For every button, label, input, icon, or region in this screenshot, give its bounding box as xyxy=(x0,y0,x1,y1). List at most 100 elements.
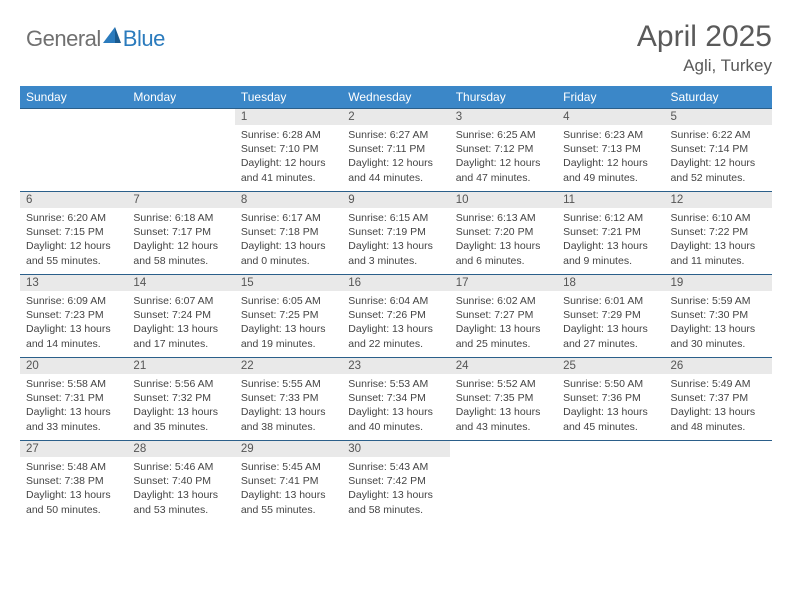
day-number: 19 xyxy=(665,275,772,291)
calendar-cell: 13Sunrise: 6:09 AMSunset: 7:23 PMDayligh… xyxy=(20,275,127,358)
day-details: Sunrise: 5:45 AMSunset: 7:41 PMDaylight:… xyxy=(235,457,342,521)
day-details: Sunrise: 6:22 AMSunset: 7:14 PMDaylight:… xyxy=(665,125,772,189)
calendar-cell: 14Sunrise: 6:07 AMSunset: 7:24 PMDayligh… xyxy=(127,275,234,358)
header: General Blue April 2025 Agli, Turkey xyxy=(20,20,772,76)
day-details: Sunrise: 6:25 AMSunset: 7:12 PMDaylight:… xyxy=(450,125,557,189)
logo-text-general: General xyxy=(26,26,101,52)
day-details: Sunrise: 6:13 AMSunset: 7:20 PMDaylight:… xyxy=(450,208,557,272)
calendar-cell: 30Sunrise: 5:43 AMSunset: 7:42 PMDayligh… xyxy=(342,441,449,524)
calendar-cell: 20Sunrise: 5:58 AMSunset: 7:31 PMDayligh… xyxy=(20,358,127,441)
calendar-row: 6Sunrise: 6:20 AMSunset: 7:15 PMDaylight… xyxy=(20,192,772,275)
day-details: Sunrise: 6:23 AMSunset: 7:13 PMDaylight:… xyxy=(557,125,664,189)
day-details: Sunrise: 5:55 AMSunset: 7:33 PMDaylight:… xyxy=(235,374,342,438)
calendar-cell-empty xyxy=(557,441,664,524)
title-block: April 2025 Agli, Turkey xyxy=(637,20,772,76)
day-number: 16 xyxy=(342,275,449,291)
day-number: 3 xyxy=(450,109,557,125)
day-number: 23 xyxy=(342,358,449,374)
calendar-cell: 11Sunrise: 6:12 AMSunset: 7:21 PMDayligh… xyxy=(557,192,664,275)
day-details: Sunrise: 6:28 AMSunset: 7:10 PMDaylight:… xyxy=(235,125,342,189)
day-number: 28 xyxy=(127,441,234,457)
month-title: April 2025 xyxy=(637,20,772,54)
calendar-cell-empty xyxy=(665,441,772,524)
day-details: Sunrise: 5:50 AMSunset: 7:36 PMDaylight:… xyxy=(557,374,664,438)
day-number: 2 xyxy=(342,109,449,125)
day-details: Sunrise: 5:48 AMSunset: 7:38 PMDaylight:… xyxy=(20,457,127,521)
calendar-row: 27Sunrise: 5:48 AMSunset: 7:38 PMDayligh… xyxy=(20,441,772,524)
day-number: 1 xyxy=(235,109,342,125)
location: Agli, Turkey xyxy=(637,56,772,76)
day-number: 9 xyxy=(342,192,449,208)
day-number: 8 xyxy=(235,192,342,208)
calendar-table: SundayMondayTuesdayWednesdayThursdayFrid… xyxy=(20,86,772,524)
day-details: Sunrise: 6:20 AMSunset: 7:15 PMDaylight:… xyxy=(20,208,127,272)
calendar-cell-empty xyxy=(127,109,234,192)
calendar-cell: 26Sunrise: 5:49 AMSunset: 7:37 PMDayligh… xyxy=(665,358,772,441)
calendar-cell: 24Sunrise: 5:52 AMSunset: 7:35 PMDayligh… xyxy=(450,358,557,441)
day-details: Sunrise: 5:46 AMSunset: 7:40 PMDaylight:… xyxy=(127,457,234,521)
weekday-header: Sunday xyxy=(20,86,127,109)
calendar-cell: 8Sunrise: 6:17 AMSunset: 7:18 PMDaylight… xyxy=(235,192,342,275)
calendar-cell: 15Sunrise: 6:05 AMSunset: 7:25 PMDayligh… xyxy=(235,275,342,358)
calendar-cell: 9Sunrise: 6:15 AMSunset: 7:19 PMDaylight… xyxy=(342,192,449,275)
day-number: 26 xyxy=(665,358,772,374)
weekday-header: Tuesday xyxy=(235,86,342,109)
logo-triangle-icon xyxy=(103,27,121,43)
calendar-cell: 6Sunrise: 6:20 AMSunset: 7:15 PMDaylight… xyxy=(20,192,127,275)
calendar-cell: 25Sunrise: 5:50 AMSunset: 7:36 PMDayligh… xyxy=(557,358,664,441)
logo-text-blue: Blue xyxy=(123,26,165,52)
weekday-header: Thursday xyxy=(450,86,557,109)
day-details: Sunrise: 6:18 AMSunset: 7:17 PMDaylight:… xyxy=(127,208,234,272)
day-details: Sunrise: 6:05 AMSunset: 7:25 PMDaylight:… xyxy=(235,291,342,355)
day-number: 29 xyxy=(235,441,342,457)
calendar-cell: 19Sunrise: 5:59 AMSunset: 7:30 PMDayligh… xyxy=(665,275,772,358)
calendar-cell: 1Sunrise: 6:28 AMSunset: 7:10 PMDaylight… xyxy=(235,109,342,192)
day-number: 11 xyxy=(557,192,664,208)
calendar-cell: 22Sunrise: 5:55 AMSunset: 7:33 PMDayligh… xyxy=(235,358,342,441)
calendar-cell: 29Sunrise: 5:45 AMSunset: 7:41 PMDayligh… xyxy=(235,441,342,524)
day-details: Sunrise: 5:53 AMSunset: 7:34 PMDaylight:… xyxy=(342,374,449,438)
day-details: Sunrise: 5:58 AMSunset: 7:31 PMDaylight:… xyxy=(20,374,127,438)
calendar-row: 13Sunrise: 6:09 AMSunset: 7:23 PMDayligh… xyxy=(20,275,772,358)
day-details: Sunrise: 6:27 AMSunset: 7:11 PMDaylight:… xyxy=(342,125,449,189)
calendar-cell: 5Sunrise: 6:22 AMSunset: 7:14 PMDaylight… xyxy=(665,109,772,192)
day-number: 22 xyxy=(235,358,342,374)
calendar-cell: 10Sunrise: 6:13 AMSunset: 7:20 PMDayligh… xyxy=(450,192,557,275)
day-details: Sunrise: 6:07 AMSunset: 7:24 PMDaylight:… xyxy=(127,291,234,355)
day-number: 15 xyxy=(235,275,342,291)
weekday-header-row: SundayMondayTuesdayWednesdayThursdayFrid… xyxy=(20,86,772,109)
calendar-cell: 23Sunrise: 5:53 AMSunset: 7:34 PMDayligh… xyxy=(342,358,449,441)
calendar-cell: 2Sunrise: 6:27 AMSunset: 7:11 PMDaylight… xyxy=(342,109,449,192)
day-number: 17 xyxy=(450,275,557,291)
day-details: Sunrise: 5:56 AMSunset: 7:32 PMDaylight:… xyxy=(127,374,234,438)
day-number: 21 xyxy=(127,358,234,374)
calendar-cell-empty xyxy=(20,109,127,192)
weekday-header: Wednesday xyxy=(342,86,449,109)
day-details: Sunrise: 6:04 AMSunset: 7:26 PMDaylight:… xyxy=(342,291,449,355)
calendar-cell: 16Sunrise: 6:04 AMSunset: 7:26 PMDayligh… xyxy=(342,275,449,358)
day-details: Sunrise: 6:15 AMSunset: 7:19 PMDaylight:… xyxy=(342,208,449,272)
calendar-cell: 18Sunrise: 6:01 AMSunset: 7:29 PMDayligh… xyxy=(557,275,664,358)
day-details: Sunrise: 6:01 AMSunset: 7:29 PMDaylight:… xyxy=(557,291,664,355)
day-details: Sunrise: 6:09 AMSunset: 7:23 PMDaylight:… xyxy=(20,291,127,355)
day-details: Sunrise: 6:10 AMSunset: 7:22 PMDaylight:… xyxy=(665,208,772,272)
day-number: 20 xyxy=(20,358,127,374)
day-number: 6 xyxy=(20,192,127,208)
calendar-body: 1Sunrise: 6:28 AMSunset: 7:10 PMDaylight… xyxy=(20,109,772,524)
calendar-cell: 27Sunrise: 5:48 AMSunset: 7:38 PMDayligh… xyxy=(20,441,127,524)
day-details: Sunrise: 6:17 AMSunset: 7:18 PMDaylight:… xyxy=(235,208,342,272)
day-number: 18 xyxy=(557,275,664,291)
calendar-cell: 3Sunrise: 6:25 AMSunset: 7:12 PMDaylight… xyxy=(450,109,557,192)
day-details: Sunrise: 6:12 AMSunset: 7:21 PMDaylight:… xyxy=(557,208,664,272)
calendar-row: 1Sunrise: 6:28 AMSunset: 7:10 PMDaylight… xyxy=(20,109,772,192)
calendar-cell: 28Sunrise: 5:46 AMSunset: 7:40 PMDayligh… xyxy=(127,441,234,524)
day-details: Sunrise: 6:02 AMSunset: 7:27 PMDaylight:… xyxy=(450,291,557,355)
calendar-cell: 17Sunrise: 6:02 AMSunset: 7:27 PMDayligh… xyxy=(450,275,557,358)
day-number: 4 xyxy=(557,109,664,125)
day-number: 25 xyxy=(557,358,664,374)
day-details: Sunrise: 5:59 AMSunset: 7:30 PMDaylight:… xyxy=(665,291,772,355)
calendar-row: 20Sunrise: 5:58 AMSunset: 7:31 PMDayligh… xyxy=(20,358,772,441)
day-number: 10 xyxy=(450,192,557,208)
calendar-cell-empty xyxy=(450,441,557,524)
weekday-header: Saturday xyxy=(665,86,772,109)
